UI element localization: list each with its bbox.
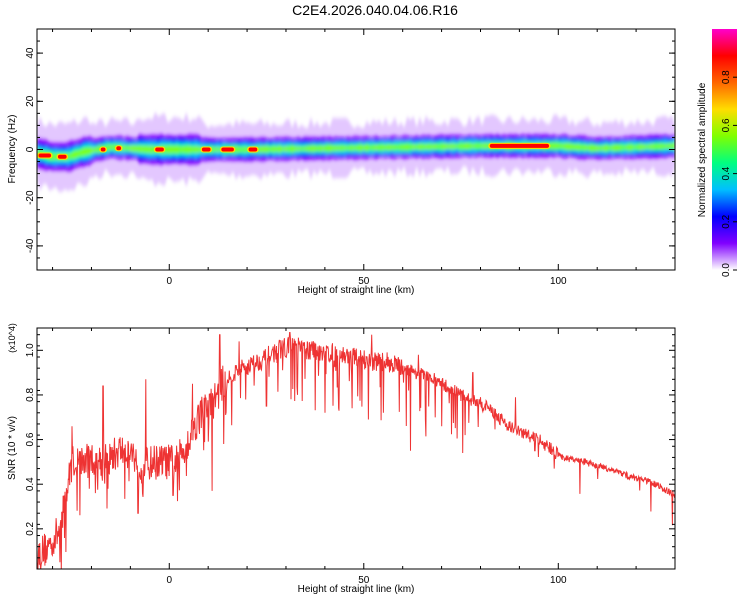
snr-series-line <box>37 332 675 569</box>
chart-title: C2E4.2026.040.04.06.R16 <box>292 2 458 18</box>
snr-ticks: 0 50 100 0.2 0.4 0.6 0.8 1.0 <box>25 328 676 586</box>
spectrogram-peak <box>155 147 164 152</box>
spectrogram-ticks: 0 50 100 -40 -20 0 20 40 <box>25 28 676 287</box>
snr-y-tick-label: 1.0 <box>25 343 36 357</box>
spectrogram-band <box>37 112 675 192</box>
spectrogram-peak <box>38 153 52 158</box>
spectrogram-y-label: Frequency (Hz) <box>7 115 18 184</box>
snr-y-tick-label: 0.6 <box>25 432 36 446</box>
snr-panel: 0 50 100 0.2 0.4 0.6 0.8 1.0 Height of straight… <box>7 323 676 595</box>
colorbar-tick-label: 0.8 <box>721 70 732 84</box>
snr-y-tick-label: 0.8 <box>25 388 36 402</box>
snr-x-label: Height of straight line (km) <box>298 584 415 595</box>
snr-y-tick-label: 0.4 <box>25 477 36 491</box>
spectrogram-y-tick-label: -40 <box>25 238 36 253</box>
colorbar-scale <box>712 29 737 270</box>
spectrogram-peak <box>57 154 67 159</box>
snr-scale-label: (x10^4) <box>7 323 17 353</box>
spectrogram-y-tick-label: -20 <box>25 190 36 205</box>
spectrogram-peak <box>116 146 122 151</box>
spectrogram-peak <box>489 143 550 148</box>
spectrogram-peak <box>201 147 211 152</box>
spectrogram-panel: 0 50 100 -40 -20 0 20 40 Height of straight lin… <box>7 28 676 296</box>
snr-y-tick-label: 0.2 <box>25 521 36 535</box>
spectrogram-y-tick-label: 0 <box>25 146 36 152</box>
snr-frame <box>36 327 676 570</box>
spectrogram-x-tick-label: 0 <box>166 276 172 287</box>
snr-x-tick-label: 0 <box>166 575 172 586</box>
colorbar-tick-label: 0.6 <box>721 118 732 132</box>
colorbar-tick-label: 0.2 <box>721 214 732 228</box>
colorbar: 0.0 0.2 0.4 0.6 0.8 Normalized spectral ampl… <box>697 29 737 277</box>
spectrogram-peak <box>248 147 258 152</box>
colorbar-tick-label: 0.0 <box>721 263 732 277</box>
snr-x-tick-label: 50 <box>358 575 370 586</box>
spectrogram-x-tick-label: 50 <box>358 276 370 287</box>
colorbar-ticks: 0.0 0.2 0.4 0.6 0.8 <box>721 70 737 277</box>
colorbar-label: Normalized spectral amplitude <box>697 82 708 217</box>
spectrogram-peak <box>100 147 106 152</box>
spectrogram-y-tick-label: 20 <box>25 95 36 107</box>
snr-y-label: SNR (10 * v/v) <box>7 416 18 480</box>
spectrogram-peak <box>221 147 234 152</box>
spectrogram-y-tick-label: 40 <box>25 47 36 59</box>
snr-plot-area <box>37 328 675 569</box>
snr-x-tick-label: 100 <box>550 575 567 586</box>
spectrogram-x-tick-label: 100 <box>550 276 567 287</box>
colorbar-tick-label: 0.4 <box>721 166 732 180</box>
spectrogram-x-label: Height of straight line (km) <box>298 285 415 296</box>
